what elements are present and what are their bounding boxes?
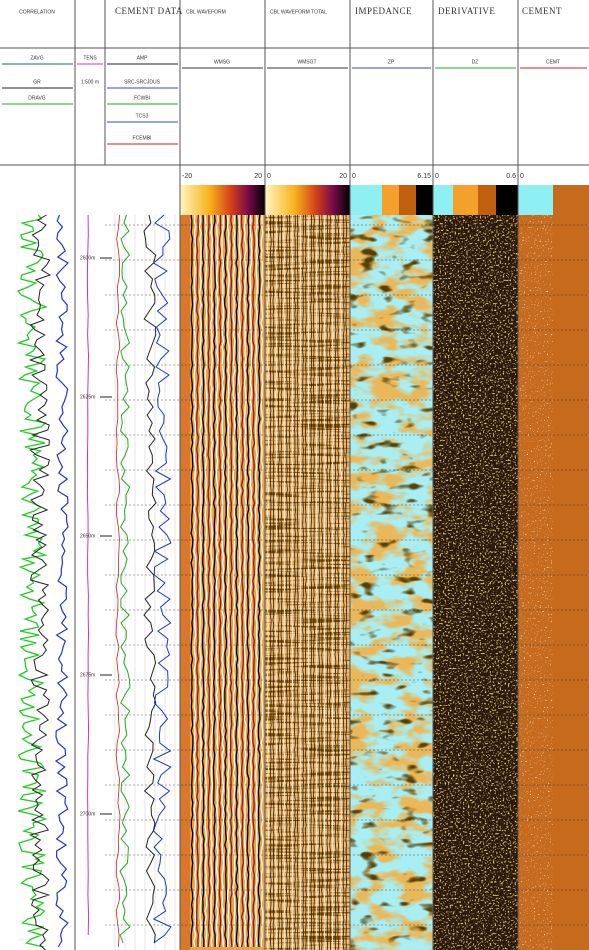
track-title: CEMENT DATA [115, 6, 183, 16]
curve-label: DRAVG [28, 95, 46, 101]
waveform-strip [180, 215, 190, 950]
scale-bar [553, 185, 589, 215]
impedance-dark [350, 215, 433, 950]
depth-label: 2625m [80, 394, 95, 400]
curve-label: ZP [388, 59, 395, 65]
curve-label: DZ [472, 59, 479, 65]
scale-label: 0 [267, 173, 271, 180]
scale-label: 0 [352, 173, 356, 180]
cement-texture [518, 215, 553, 950]
scale-label: 0 [435, 173, 439, 180]
well-log: CORRELATION CEMENT DATA CBL WAVEFORM CBL… [0, 0, 589, 950]
trace [144, 215, 156, 943]
derivative-texture [433, 215, 518, 950]
depth-label: 2675m [80, 672, 95, 678]
curve-label: CEMT [546, 59, 560, 65]
curve-label: GR [33, 79, 41, 85]
curve-label: SRC-SRCJDUS [124, 79, 161, 85]
trace [154, 215, 172, 943]
curve-label: TCS3 [136, 113, 149, 119]
track-title: CBL WAVEFORM TOTAL [270, 9, 327, 15]
scale-label: 20 [254, 173, 262, 180]
scale-label: 6.15 [417, 173, 431, 180]
scale-bar [433, 185, 453, 215]
curve-label: WMSG [214, 59, 230, 65]
trace [87, 215, 88, 935]
depth-scale: 1:500 m [81, 79, 99, 85]
trace [56, 215, 68, 947]
curve-label: ZAVG [30, 55, 43, 61]
scale-bar [518, 185, 553, 215]
scale-bar [350, 185, 382, 215]
curve-label: WMSGT [297, 59, 316, 65]
scale-label: 0.6 [506, 173, 516, 180]
log-body [180, 215, 589, 950]
track-title: CORRELATION [19, 9, 55, 15]
curve-label: TENS [83, 55, 97, 61]
curve-label: AMP [137, 55, 149, 61]
scale-label: 20 [339, 173, 347, 180]
scale-bar [180, 185, 265, 215]
track-title: IMPEDANCE [355, 6, 412, 16]
scale-bar [496, 185, 518, 215]
scale-bar [416, 185, 433, 215]
scale-bar [265, 185, 350, 215]
depth-label: 2650m [80, 533, 95, 539]
track-title: DERIVATIVE [438, 6, 495, 16]
labels: CORRELATION CEMENT DATA CBL WAVEFORM CBL… [2, 6, 587, 180]
depth-label: 2600m [80, 255, 95, 261]
scale-bar [382, 185, 399, 215]
depth-label: 2700m [80, 811, 95, 817]
track-title: CBL WAVEFORM [186, 9, 226, 15]
curve-label: FCEMBI [133, 135, 152, 141]
color-scales [180, 185, 589, 215]
curve-label: FCWBI [134, 95, 150, 101]
waveform-total-texture [265, 215, 350, 950]
trace [116, 215, 120, 947]
scale-bar [399, 185, 416, 215]
scale-bar [478, 185, 496, 215]
scale-label: -20 [182, 173, 192, 180]
track-title: CEMENT [522, 6, 562, 16]
scale-label: 0 [520, 173, 524, 180]
scale-bar [453, 185, 478, 215]
